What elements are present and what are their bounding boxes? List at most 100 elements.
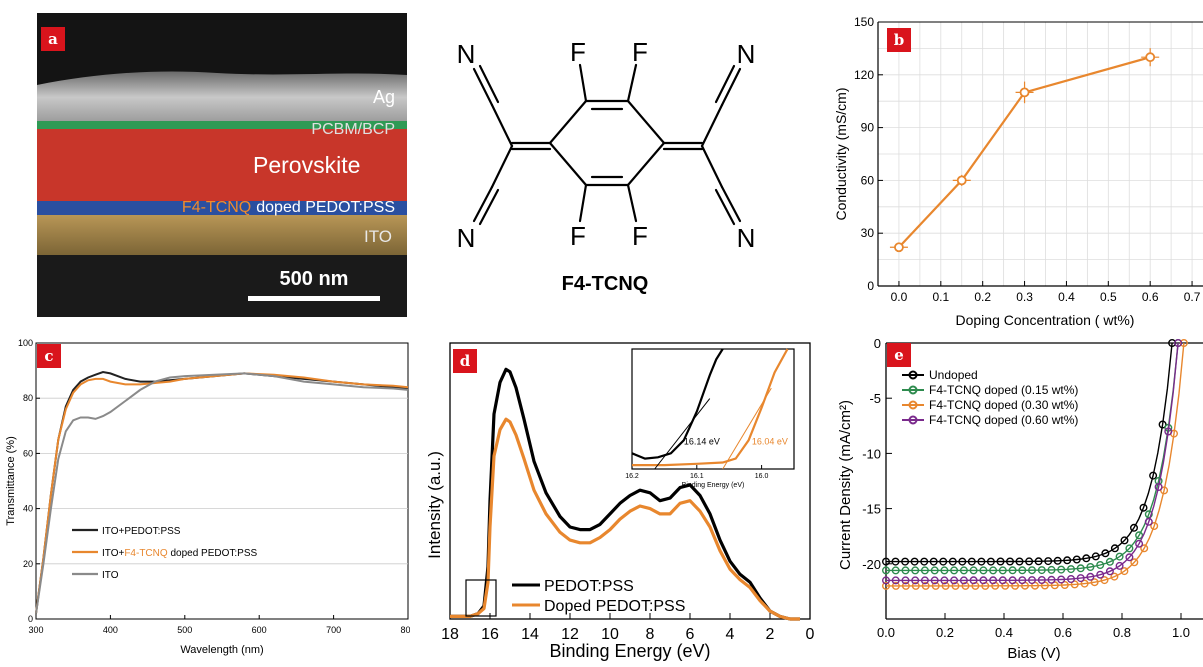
data-point-e xyxy=(891,581,900,590)
x-tick-label: 0.7 xyxy=(1184,290,1201,304)
x-tick-label: 800 xyxy=(400,625,410,635)
data-point-e xyxy=(1115,552,1124,561)
data-point-e xyxy=(1120,536,1129,545)
data-point-e xyxy=(1047,575,1056,584)
sem-cross-section: Ag PCBM/BCP Perovskite F4-TCNQ doped PEDO… xyxy=(37,13,407,317)
y-tick-label: 30 xyxy=(861,226,875,240)
data-point-e xyxy=(958,557,967,566)
panel-e-jv-chart: 0.0 0.2 0.4 0.6 0.8 1.0 0 -5 -10 -15 -20 Bias (V) Cu… xyxy=(830,335,1203,662)
y-tick-label: 120 xyxy=(854,68,874,82)
data-point-e xyxy=(1080,579,1089,588)
data-point-e xyxy=(939,557,948,566)
x-tick-label: 0.2 xyxy=(974,290,991,304)
data-point-e xyxy=(1037,575,1046,584)
y-tick-label: 0 xyxy=(867,279,874,293)
data-point-e xyxy=(882,557,891,566)
x-tick-label: 0.8 xyxy=(1113,625,1131,640)
x-tick-label: 400 xyxy=(103,625,118,635)
y-tick-label: 80 xyxy=(23,393,33,403)
perovskite-layer xyxy=(37,129,407,201)
ito-layer xyxy=(37,215,407,255)
atom-f-top-right: F xyxy=(632,37,648,67)
data-point-e xyxy=(1072,555,1081,564)
x-tick-label: 14 xyxy=(521,626,539,643)
data-point-b xyxy=(1019,87,1030,98)
data-point-e xyxy=(1149,471,1158,480)
ag-layer xyxy=(37,71,407,123)
data-point-e xyxy=(1179,338,1188,347)
panel-label-c: c xyxy=(37,344,61,368)
data-point-e xyxy=(901,581,910,590)
panel-label-d: d xyxy=(453,349,477,373)
legend-label-part: F4-TCNQ xyxy=(124,548,168,559)
data-point-e xyxy=(1144,510,1153,519)
data-point-e xyxy=(1150,521,1159,530)
panel-label-e: e xyxy=(887,343,911,367)
data-point-e xyxy=(1070,580,1079,589)
data-point-e xyxy=(1125,544,1134,553)
legend-label: F4-TCNQ doped (0.60 wt%) xyxy=(929,413,1078,427)
y-axis-label-c: Transmittance (%) xyxy=(5,436,17,525)
data-point-e xyxy=(1154,482,1163,491)
x-tick-label: 0.0 xyxy=(891,290,908,304)
data-point-e xyxy=(1174,338,1183,347)
x-tick-label: 0.6 xyxy=(1142,290,1159,304)
plot-area-c xyxy=(35,342,409,620)
x-tick-label: 0.6 xyxy=(1054,625,1072,640)
data-point-e xyxy=(951,581,960,590)
data-point-e xyxy=(1105,567,1114,576)
layer-label-f4tcnq: F4-TCNQ xyxy=(182,199,251,216)
data-point-e xyxy=(996,557,1005,566)
inset-series-line xyxy=(632,348,789,467)
legend-marker xyxy=(908,400,918,410)
data-point-e xyxy=(911,581,920,590)
x-tick-label: 700 xyxy=(326,625,341,635)
legend-label: F4-TCNQ doped (0.30 wt%) xyxy=(929,398,1078,412)
data-point-e xyxy=(1144,517,1153,526)
zoom-box-d xyxy=(465,579,497,617)
data-point-e xyxy=(940,566,949,575)
y-tick-label: 150 xyxy=(854,15,874,29)
x-tick-label: 0.2 xyxy=(936,625,954,640)
series-line-c xyxy=(35,372,409,614)
data-point-e xyxy=(882,566,891,575)
data-point-e xyxy=(1120,567,1129,576)
layer-label-ito: ITO xyxy=(364,227,392,246)
panel-c-transmittance-chart: 300 400 500 600 700 800 0 20 40 60 80 100 Wavelength… xyxy=(0,335,416,662)
data-point-e xyxy=(1066,574,1075,583)
inset-annotation: 16.04 eV xyxy=(752,436,788,446)
legend-label: ITO+PEDOT:PSS xyxy=(102,526,181,537)
data-point-e xyxy=(998,576,1007,585)
data-point-e xyxy=(948,557,957,566)
data-point-e xyxy=(1060,580,1069,589)
x-tick-label: 0.3 xyxy=(1016,290,1033,304)
legend-marker xyxy=(908,415,918,425)
data-point-e xyxy=(1018,566,1027,575)
x-tick-label: 0.0 xyxy=(877,625,895,640)
x-tick-label: 2 xyxy=(766,626,775,643)
x-tick-label: 500 xyxy=(177,625,192,635)
data-point-e xyxy=(1164,427,1173,436)
data-point-e xyxy=(1158,420,1167,429)
data-point-e xyxy=(979,576,988,585)
data-point-e xyxy=(1086,562,1095,571)
data-point-e xyxy=(1063,556,1072,565)
scalebar xyxy=(248,296,380,301)
data-point-e xyxy=(1135,539,1144,548)
y-tick-label: 90 xyxy=(861,121,875,135)
data-point-e xyxy=(1105,557,1114,566)
y-axis-label-b: Conductivity (mS/cm) xyxy=(833,87,849,220)
data-point-e xyxy=(1076,564,1085,573)
y-tick-label: 60 xyxy=(23,448,33,458)
inset-fit-line xyxy=(654,398,711,470)
data-point-e xyxy=(891,557,900,566)
series-line-c xyxy=(35,372,409,614)
x-tick-label: 1.0 xyxy=(1172,625,1190,640)
atom-n-bottom-right: N xyxy=(737,223,756,253)
data-point-e xyxy=(1110,572,1119,581)
data-point-e xyxy=(1086,572,1095,581)
data-point-e xyxy=(941,581,950,590)
atom-f-bottom-right: F xyxy=(632,221,648,251)
series-line-d xyxy=(450,417,800,621)
data-point-e xyxy=(1066,565,1075,574)
